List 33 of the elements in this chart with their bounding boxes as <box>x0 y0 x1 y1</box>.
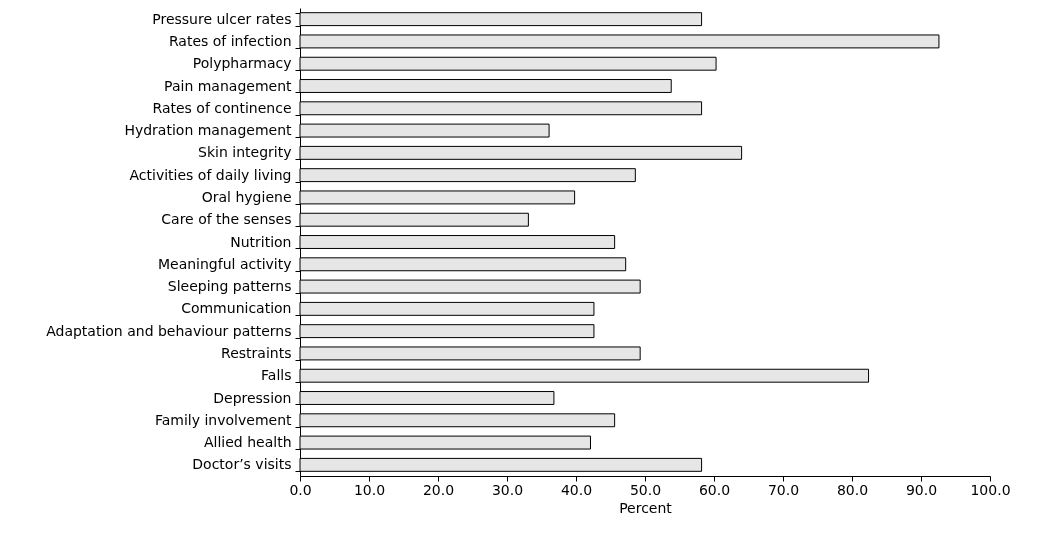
y-tick-label: Activities of daily living <box>129 166 292 183</box>
y-tick-label: Rates of infection <box>168 32 292 49</box>
x-axis-title: Percent <box>619 499 673 516</box>
y-tick-label: Meaningful activity <box>157 255 292 272</box>
y-tick-label: Nutrition <box>230 233 292 250</box>
x-tick-label: 100.0 <box>970 481 1011 498</box>
y-tick-label: Care of the senses <box>161 211 292 228</box>
y-tick-label: Pain management <box>164 77 293 94</box>
x-tick-label: 40.0 <box>560 481 593 498</box>
x-tick-label: 60.0 <box>698 481 731 498</box>
y-tick-label: Depression <box>213 389 292 406</box>
y-tick-label: Polypharmacy <box>192 55 292 72</box>
y-tick-label: Allied health <box>203 434 292 451</box>
y-tick-label: Family involvement <box>154 411 293 428</box>
x-tick-label: 0.0 <box>289 481 312 498</box>
y-tick-label: Doctor’s visits <box>192 456 292 473</box>
x-tick-label: 50.0 <box>629 481 662 498</box>
y-tick-label: Pressure ulcer rates <box>152 10 292 27</box>
y-tick-label: Rates of continence <box>152 99 292 116</box>
y-tick-label: Restraints <box>221 344 292 361</box>
y-tick-label: Sleeping patterns <box>167 278 292 295</box>
x-tick-label: 30.0 <box>491 481 524 498</box>
y-tick-label: Adaptation and behaviour patterns <box>46 322 292 339</box>
y-tick-label: Communication <box>181 300 292 317</box>
x-tick-label: 20.0 <box>422 481 455 498</box>
x-tick-label: 10.0 <box>353 481 386 498</box>
y-tick-label: Skin integrity <box>198 144 292 161</box>
x-tick-label: 70.0 <box>767 481 800 498</box>
y-tick-label: Falls <box>261 367 292 384</box>
x-tick-label: 80.0 <box>836 481 869 498</box>
y-tick-label: Oral hygiene <box>201 188 292 205</box>
x-tick-label: 90.0 <box>905 481 938 498</box>
y-tick-label: Hydration management <box>124 122 292 139</box>
